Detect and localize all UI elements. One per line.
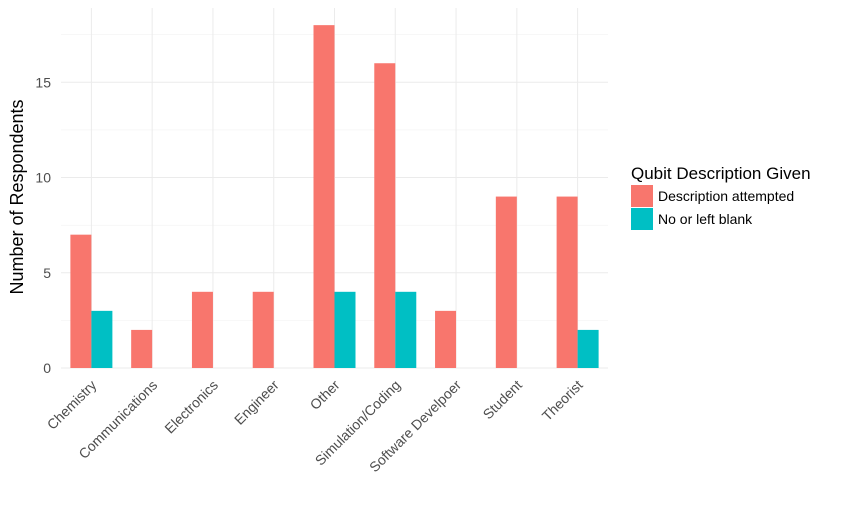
legend-label: No or left blank bbox=[658, 211, 753, 227]
bar-description-attempted bbox=[191, 291, 213, 368]
x-tick-label: Other bbox=[307, 377, 343, 413]
x-tick-label: Chemistry bbox=[44, 377, 100, 433]
legend: Qubit Description Given Description atte… bbox=[631, 164, 811, 230]
legend-swatch bbox=[631, 208, 653, 230]
y-tick-label: 15 bbox=[35, 74, 51, 90]
bar-description-attempted bbox=[435, 310, 457, 368]
legend-title: Qubit Description Given bbox=[631, 164, 811, 183]
x-tick-label: Student bbox=[480, 377, 526, 423]
bar-no-or-left-blank bbox=[91, 310, 113, 368]
x-tick-label: Engineer bbox=[231, 377, 282, 428]
x-tick-label: Electronics bbox=[161, 377, 221, 437]
y-tick-label: 0 bbox=[43, 360, 51, 376]
x-tick-label: Theorist bbox=[539, 377, 586, 424]
bar-description-attempted bbox=[70, 234, 92, 368]
y-tick-label: 10 bbox=[35, 170, 51, 186]
bar-no-or-left-blank bbox=[334, 291, 356, 368]
bar-description-attempted bbox=[131, 329, 153, 368]
legend-label: Description attempted bbox=[658, 188, 794, 204]
legend-swatch bbox=[631, 185, 653, 207]
bars bbox=[70, 25, 599, 369]
bar-no-or-left-blank bbox=[577, 329, 599, 368]
bar-description-attempted bbox=[313, 25, 335, 369]
y-axis-title: Number of Respondents bbox=[7, 99, 27, 294]
bar-description-attempted bbox=[374, 63, 396, 368]
y-tick-label: 5 bbox=[43, 265, 51, 281]
bar-description-attempted bbox=[252, 291, 274, 368]
bar-description-attempted bbox=[495, 196, 517, 368]
y-axis-ticks: 0 5 10 15 bbox=[35, 74, 51, 376]
bar-description-attempted bbox=[556, 196, 578, 368]
bar-no-or-left-blank bbox=[395, 291, 417, 368]
